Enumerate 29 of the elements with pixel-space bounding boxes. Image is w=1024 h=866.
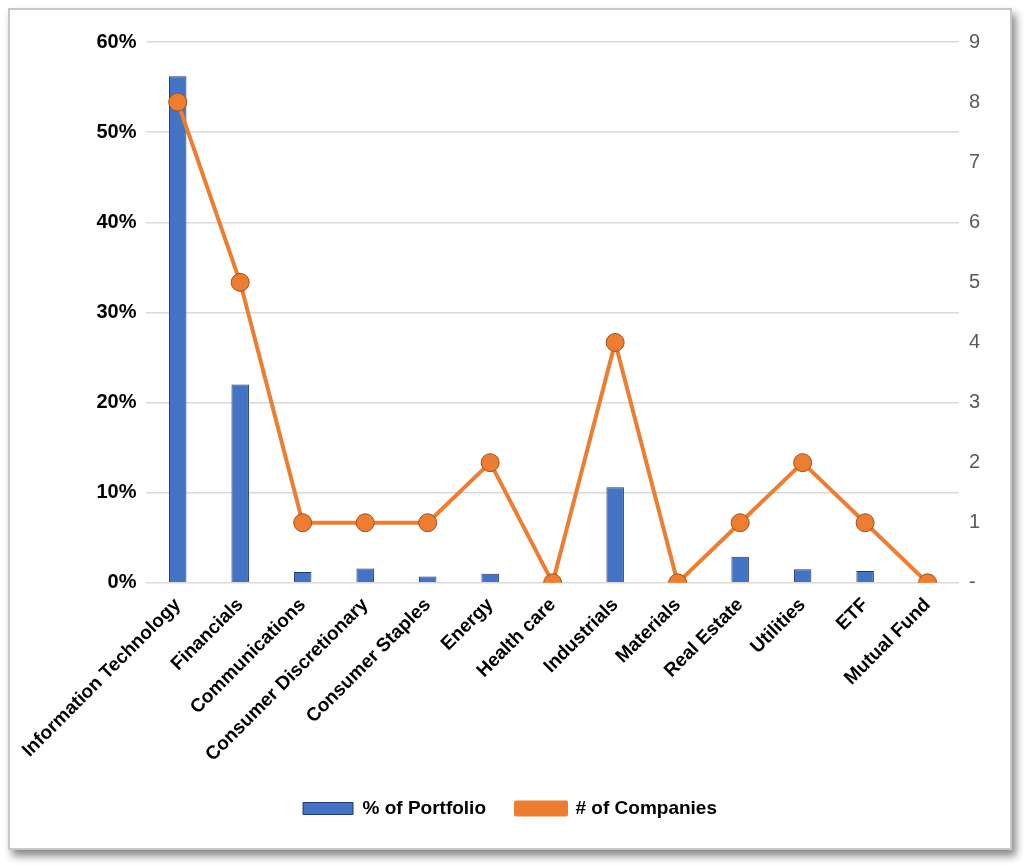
y2-tick-label: 8 [968,89,980,112]
y-tick-label: 10% [96,480,137,503]
point [605,332,625,352]
point [855,513,875,533]
point [230,272,250,292]
legend-label: % of Portfolio [362,796,487,818]
point [793,453,813,473]
point [480,453,500,473]
y-tick-label: 60% [96,29,137,52]
point [730,513,750,533]
point [168,92,188,112]
y2-tick-label: - [968,570,976,593]
y2-tick-label: 6 [968,209,980,232]
y-tick-label: 20% [96,390,137,413]
y-tick-label: 0% [107,570,137,593]
y2-tick-label: 4 [968,329,980,352]
y2-tick-label: 9 [968,29,980,52]
legend-label: # of Companies [575,796,717,818]
point [293,513,313,533]
point [418,513,438,533]
y-tick-label: 50% [96,119,137,142]
point [355,513,375,533]
y2-tick-label: 5 [968,269,980,292]
y-tick-label: 30% [96,299,137,322]
y2-tick-label: 2 [968,450,980,473]
y-tick-label: 40% [96,209,137,232]
y2-tick-label: 1 [968,510,980,533]
y2-tick-label: 3 [968,390,980,413]
y2-tick-label: 7 [968,149,980,172]
